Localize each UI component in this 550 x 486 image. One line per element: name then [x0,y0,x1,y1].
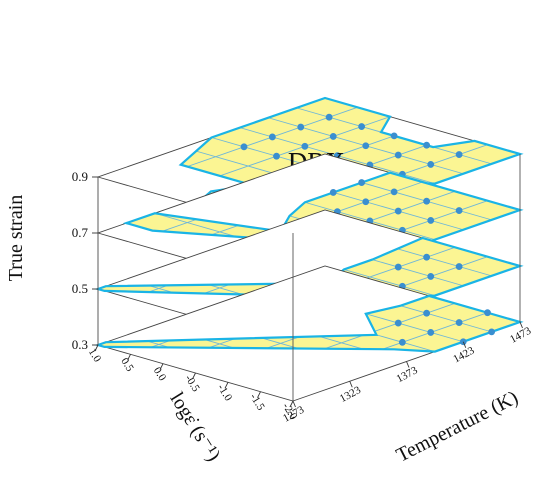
y-tick-mark-2 [159,363,164,370]
y-tick-mark-1 [127,354,131,361]
x-tick-label-3: 1423 [451,344,476,365]
data-point-0_3-2 [398,338,406,346]
data-point-0_3-7 [488,328,496,336]
data-point-0_3-4 [455,319,463,326]
y-tick-mark-4 [224,382,229,389]
y-tick-label-4: -1.0 [215,382,235,404]
y-tick-label-0: 1.0 [86,346,104,364]
x-tick-mark-2 [406,361,410,368]
data-point-0_7-0 [329,189,337,196]
data-point-0_9-13 [362,142,370,150]
data-point-0_7-1 [358,179,366,186]
x-tick-mark-0 [292,400,296,408]
y-tick-mark-6 [289,400,294,408]
x-axis-title: Temperature (K) [393,387,522,467]
data-point-0_5-0 [394,263,402,271]
data-point-0_9-5 [301,142,309,150]
x-tick-label-1: 1323 [338,384,363,405]
data-point-0_9-23 [427,161,435,168]
data-point-0_7-4 [390,188,398,196]
data-point-0_7-10 [427,217,435,224]
z-tick-label-1: 0.5 [72,281,88,296]
y-tick-mark-3 [192,372,196,380]
data-point-0_9-1 [268,133,276,141]
region-outline-0_3 [94,294,524,353]
y-axis-title: logε̇ (s⁻¹) [165,389,224,466]
data-point-0_9-20 [394,151,402,159]
data-point-0_9-2 [297,123,305,131]
data-point-0_9-24 [455,151,463,158]
data-point-0_3-3 [427,329,435,336]
data-point-0_9-4 [273,152,280,160]
instability-region-0_5 [98,238,520,298]
data-point-0_7-11 [455,207,463,214]
data-point-0_5-3 [427,273,435,280]
data-point-0_3-1 [423,309,431,317]
data-point-0_5-1 [423,253,431,261]
z-tick-label-3: 0.9 [72,169,88,184]
grid-line-r-5 [260,312,488,352]
data-point-0_7-3 [362,198,370,206]
x-tick-mark-4 [519,321,523,329]
x-tick-label-4: 1473 [508,325,533,346]
y-tick-mark-5 [257,391,261,398]
data-point-0_7-8 [423,197,431,205]
z-tick-label-0: 0.3 [72,337,88,352]
data-point-0_7-7 [394,207,402,215]
data-point-0_9-6 [329,133,337,140]
front-frame [97,154,521,401]
data-point-0_9-0 [240,143,248,151]
y-tick-mark-0 [94,344,99,352]
x-tick-label-2: 1373 [395,364,420,385]
data-point-0_9-7 [358,123,366,130]
y-tick-label-2: 0.0 [151,365,169,383]
data-point-0_5-4 [455,263,463,270]
z-tick-label-2: 0.7 [72,225,89,240]
strain-layers: DRX [94,96,524,402]
y-tick-label-1: 0.5 [118,356,136,374]
layer-0_3 [94,265,524,402]
data-point-0_9-14 [390,132,398,140]
data-point-0_9-21 [423,141,431,149]
x-tick-mark-3 [462,341,467,348]
x-tick-mark-1 [349,381,353,388]
z-axis-title: True strain [5,195,27,281]
y-tick-label-5: -1.5 [247,392,267,414]
grid-line-r-4 [227,302,456,352]
data-point-0_3-5 [484,309,491,317]
data-point-0_3-0 [394,319,402,327]
data-point-0_9-3 [325,113,333,121]
